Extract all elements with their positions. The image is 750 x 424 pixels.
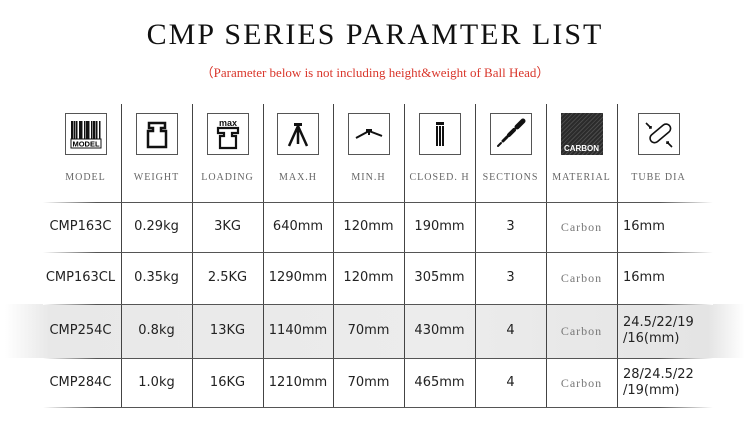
table-cell: 70mm bbox=[347, 374, 390, 390]
model-cell: CMP254C bbox=[49, 323, 112, 338]
table-cell: 0.35kg bbox=[134, 270, 179, 285]
svg-text:MODEL: MODEL bbox=[72, 140, 100, 149]
row-divider bbox=[43, 202, 713, 203]
table-cell: 120mm bbox=[343, 219, 394, 234]
column-header-tube-dia: TUBE DIA bbox=[631, 172, 686, 183]
weight-icon bbox=[135, 113, 178, 155]
table-cell: Carbon bbox=[560, 271, 603, 285]
table-cell: 16mm bbox=[623, 219, 665, 234]
column-header-material: MATERIAL bbox=[552, 172, 611, 183]
table-cell: 190mm bbox=[414, 219, 465, 234]
column-divider bbox=[263, 104, 264, 407]
max-load-weight-icon: max bbox=[206, 113, 249, 155]
tube-diameter-icon bbox=[637, 113, 680, 155]
table-cell: 3 bbox=[506, 219, 515, 234]
table-cell: 16KG bbox=[209, 374, 246, 390]
column-header-sections: SECTIONS bbox=[482, 172, 539, 183]
table-cell: 4 bbox=[506, 374, 515, 390]
table-cell: 3KG bbox=[214, 219, 241, 234]
table-cell: 4 bbox=[506, 323, 515, 338]
subtitle: （Parameter below is not including height… bbox=[200, 65, 550, 80]
barcode-model-icon: MODEL bbox=[64, 113, 107, 155]
column-divider bbox=[617, 104, 618, 407]
row-divider bbox=[43, 304, 713, 305]
table-cell: 1210mm bbox=[268, 374, 328, 390]
carbon-texture-icon: CARBON bbox=[560, 113, 603, 155]
table-cell: 1.0kg bbox=[138, 374, 175, 390]
column-header-closed-h: CLOSED. H bbox=[409, 172, 470, 183]
table-cell: 16mm bbox=[623, 270, 665, 285]
table-cell: 0.8kg bbox=[138, 323, 175, 338]
column-header-loading: LOADING bbox=[201, 172, 254, 183]
table-cell: Carbon bbox=[560, 375, 603, 390]
table-cell: 1290mm bbox=[268, 270, 328, 285]
table-cell: 305mm bbox=[414, 270, 465, 285]
table-cell: 28/24.5/22 /19(mm) bbox=[623, 366, 694, 398]
row-divider bbox=[43, 358, 713, 359]
column-divider bbox=[333, 104, 334, 407]
row-divider bbox=[43, 407, 713, 408]
column-divider bbox=[404, 104, 405, 407]
column-divider bbox=[121, 104, 122, 407]
table-cell: 24.5/22/19 /16(mm) bbox=[623, 315, 694, 346]
column-divider bbox=[192, 104, 193, 407]
leg-sections-icon bbox=[489, 113, 532, 155]
tripod-closed-icon bbox=[418, 113, 461, 155]
table-cell: 2.5KG bbox=[207, 270, 248, 285]
column-header-max-h: MAX.H bbox=[278, 172, 318, 183]
svg-text:max: max bbox=[218, 118, 236, 128]
tripod-extended-icon bbox=[277, 113, 319, 155]
table-cell: 3 bbox=[506, 270, 515, 285]
column-header-model: MODEL bbox=[65, 172, 106, 183]
table-cell: 465mm bbox=[414, 374, 465, 390]
tripod-low-icon bbox=[347, 113, 390, 155]
table-cell: 120mm bbox=[343, 270, 394, 285]
row-divider bbox=[43, 252, 713, 253]
model-cell: CMP163CL bbox=[45, 270, 116, 285]
table-cell: 640mm bbox=[272, 219, 324, 234]
table-cell: 1140mm bbox=[268, 323, 328, 338]
column-divider bbox=[475, 104, 476, 407]
carbon-label: CARBON bbox=[563, 144, 600, 153]
column-header-weight: WEIGHT bbox=[133, 172, 180, 183]
table-cell: 0.29kg bbox=[134, 219, 179, 234]
model-cell: CMP163C bbox=[49, 219, 112, 234]
table-cell: 430mm bbox=[414, 323, 465, 338]
column-divider bbox=[546, 104, 547, 407]
table-cell: Carbon bbox=[560, 324, 603, 338]
table-cell: 13KG bbox=[209, 323, 246, 338]
table-cell: Carbon bbox=[560, 220, 603, 234]
highlighted-row-bg bbox=[5, 304, 745, 358]
table-cell: 70mm bbox=[347, 323, 390, 338]
model-cell: CMP284C bbox=[49, 374, 112, 390]
page-title: CMP SERIES PARAMTER LIST bbox=[146, 18, 604, 51]
column-header-min-h: MIN.H bbox=[351, 172, 386, 183]
